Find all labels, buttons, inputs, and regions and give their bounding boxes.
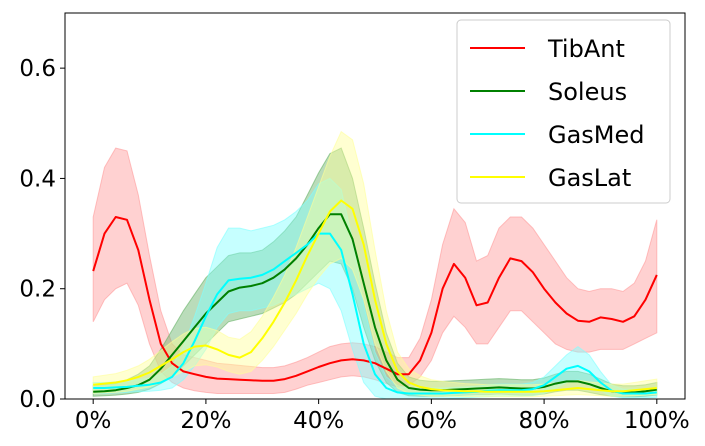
line-gasmed <box>93 232 657 395</box>
legend-label-soleus: Soleus <box>548 78 627 106</box>
legend-label-tibant: TibAnt <box>547 35 625 63</box>
y-tick-label: 0.6 <box>19 56 56 82</box>
y-tick-label: 0.0 <box>19 387 56 413</box>
x-axis: 0% 20% 40% 60% 80% 100% <box>75 399 690 434</box>
x-tick-label: 20% <box>180 408 231 434</box>
band-gaslat <box>92 130 658 398</box>
band-gasmed <box>92 177 658 400</box>
line-gaslat <box>93 199 657 393</box>
y-tick-label: 0.4 <box>19 166 56 192</box>
legend-label-gasmed: GasMed <box>548 121 645 149</box>
plot-frame <box>64 12 686 400</box>
legend: TibAnt Soleus GasMed GasLat <box>456 19 671 204</box>
x-tick-label: 40% <box>293 408 344 434</box>
x-tick-label: 100% <box>624 408 690 434</box>
legend-label-gaslat: GasLat <box>548 164 631 192</box>
x-tick-label: 60% <box>406 408 457 434</box>
x-tick-label: 0% <box>75 408 112 434</box>
y-tick-label: 0.2 <box>19 277 56 303</box>
line-soleus <box>93 213 657 394</box>
y-axis: 0.0 0.2 0.4 0.6 <box>19 56 65 413</box>
line-tibant <box>92 216 658 382</box>
legend-box <box>456 19 671 204</box>
series-lines <box>92 199 658 395</box>
band-tibant <box>92 147 658 394</box>
x-tick-label: 80% <box>519 408 570 434</box>
